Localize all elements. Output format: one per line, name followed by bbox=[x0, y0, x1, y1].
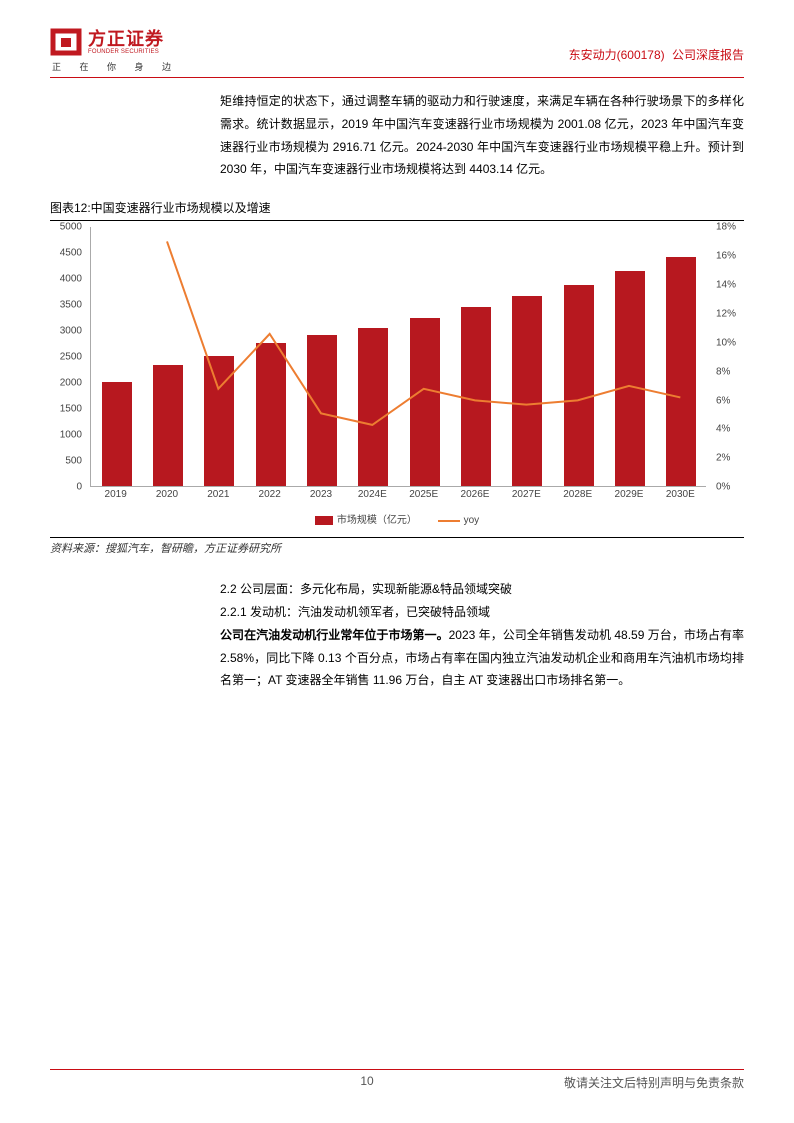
y-right-tick: 0% bbox=[716, 482, 730, 493]
x-tick-label: 2019 bbox=[105, 489, 127, 500]
y-axis-left: 0500100015002000250030003500400045005000 bbox=[50, 227, 86, 487]
x-tick-label: 2023 bbox=[310, 489, 332, 500]
y-left-tick: 3000 bbox=[60, 326, 82, 337]
logo-slogan: 正 在 你 身 边 bbox=[52, 60, 179, 73]
sec-2-2-title: 2.2 公司层面：多元化布局，实现新能源&特品领域突破 bbox=[220, 578, 744, 601]
logo-block: 方正证券 FOUNDER SECURITIES 正 在 你 身 边 bbox=[50, 28, 179, 73]
legend-line-swatch bbox=[438, 520, 460, 522]
stock-code: 东安动力(600178) bbox=[569, 48, 665, 62]
y-left-tick: 0 bbox=[76, 482, 82, 493]
section-2-2: 2.2 公司层面：多元化布局，实现新能源&特品领域突破 2.2.1 发动机：汽油… bbox=[220, 578, 744, 692]
page-footer: 10 敬请关注文后特别声明与免责条款 bbox=[50, 1069, 744, 1091]
figure-source: 资料来源：搜狐汽车，智研瞻，方正证券研究所 bbox=[50, 537, 744, 556]
chart-line-layer bbox=[90, 227, 706, 487]
footer-rule bbox=[50, 1069, 744, 1070]
y-axis-right: 0%2%4%6%8%10%12%14%16%18% bbox=[712, 227, 744, 487]
x-tick-label: 2020 bbox=[156, 489, 178, 500]
x-tick-label: 2029E bbox=[615, 489, 644, 500]
legend-bar-label: 市场规模（亿元） bbox=[337, 515, 417, 526]
x-tick-label: 2022 bbox=[259, 489, 281, 500]
y-left-tick: 2500 bbox=[60, 352, 82, 363]
y-left-tick: 2000 bbox=[60, 378, 82, 389]
y-right-tick: 10% bbox=[716, 337, 736, 348]
y-right-tick: 14% bbox=[716, 279, 736, 290]
page-header: 方正证券 FOUNDER SECURITIES 正 在 你 身 边 东安动力(6… bbox=[50, 28, 744, 73]
x-tick-label: 2026E bbox=[461, 489, 490, 500]
header-right: 东安动力(600178) 公司深度报告 bbox=[569, 46, 744, 63]
y-left-tick: 1500 bbox=[60, 404, 82, 415]
y-left-tick: 500 bbox=[65, 456, 82, 467]
intro-paragraph: 矩维持恒定的状态下，通过调整车辆的驱动力和行驶速度，来满足车辆在各种行驶场景下的… bbox=[220, 90, 744, 181]
figure-caption: 图表12:中国变速器行业市场规模以及增速 bbox=[50, 199, 744, 218]
y-right-tick: 4% bbox=[716, 424, 730, 435]
legend-bar-swatch bbox=[315, 516, 333, 525]
y-right-tick: 18% bbox=[716, 222, 736, 233]
x-tick-label: 2028E bbox=[563, 489, 592, 500]
x-tick-label: 2025E bbox=[409, 489, 438, 500]
y-left-tick: 4500 bbox=[60, 248, 82, 259]
x-tick-label: 2021 bbox=[207, 489, 229, 500]
logo-cn: 方正证券 bbox=[88, 30, 164, 48]
x-tick-label: 2027E bbox=[512, 489, 541, 500]
sec-2-2-1-title: 2.2.1 发动机：汽油发动机领军者，已突破特品领域 bbox=[220, 601, 744, 624]
x-tick-label: 2024E bbox=[358, 489, 387, 500]
header-rule bbox=[50, 77, 744, 78]
y-right-tick: 2% bbox=[716, 453, 730, 464]
y-left-tick: 3500 bbox=[60, 300, 82, 311]
logo-en: FOUNDER SECURITIES bbox=[88, 49, 164, 55]
report-type: 公司深度报告 bbox=[672, 48, 744, 62]
x-tick-label: 2030E bbox=[666, 489, 695, 500]
y-right-tick: 16% bbox=[716, 251, 736, 262]
logo-icon bbox=[50, 28, 82, 56]
legend-line-label: yoy bbox=[464, 515, 480, 526]
footer-spacer bbox=[50, 1074, 170, 1091]
y-left-tick: 1000 bbox=[60, 430, 82, 441]
figure-caption-rule bbox=[50, 220, 744, 221]
y-left-tick: 4000 bbox=[60, 274, 82, 285]
y-right-tick: 12% bbox=[716, 308, 736, 319]
chart-12: 0500100015002000250030003500400045005000… bbox=[50, 227, 744, 527]
page-number: 10 bbox=[170, 1074, 564, 1091]
y-left-tick: 5000 bbox=[60, 222, 82, 233]
y-right-tick: 8% bbox=[716, 366, 730, 377]
y-right-tick: 6% bbox=[716, 395, 730, 406]
footer-disclaimer: 敬请关注文后特别声明与免责条款 bbox=[564, 1074, 744, 1091]
x-axis-labels: 2019 2020 2021 2022 2023 2024E 2025E 2026E 2027E… bbox=[90, 489, 706, 507]
sec-2-2-1-lead: 公司在汽油发动机行业常年位于市场第一。 bbox=[220, 628, 449, 642]
yoy-line bbox=[167, 242, 680, 425]
chart-legend: 市场规模（亿元） yoy bbox=[50, 511, 744, 526]
